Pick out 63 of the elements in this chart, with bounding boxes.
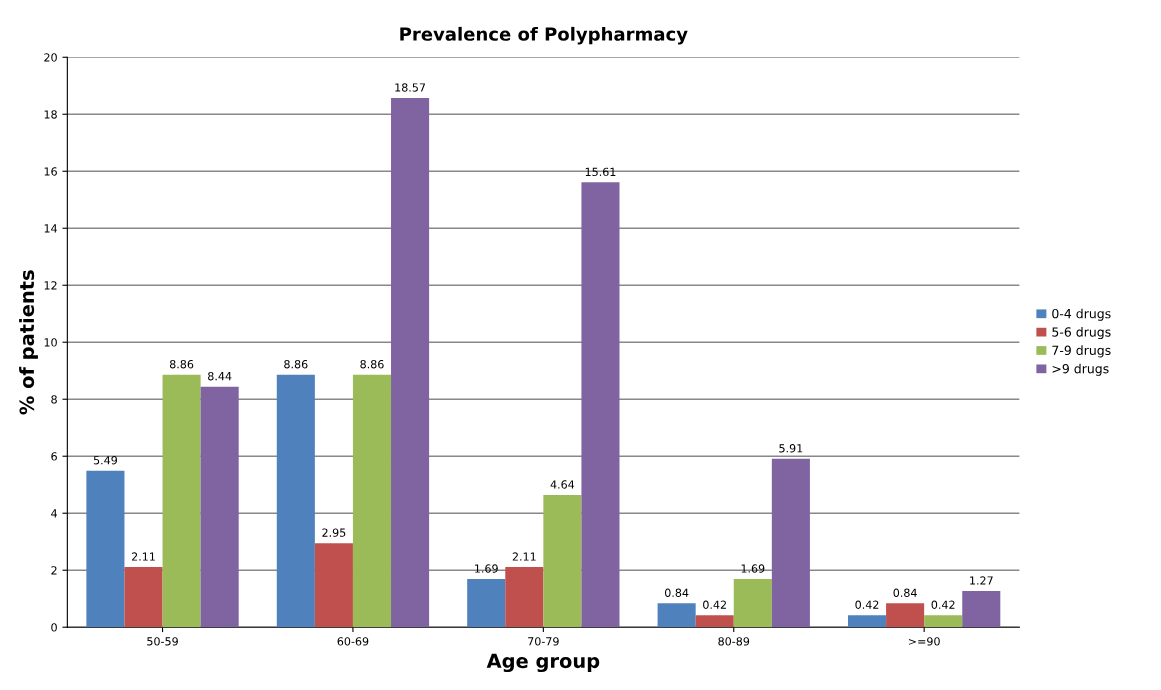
data-label: 2.11 (131, 552, 155, 561)
x-axis-title: Age group (486, 653, 600, 673)
data-label: 0.42 (855, 600, 879, 609)
x-tick-label: 60-69 (337, 637, 369, 646)
bar (505, 567, 544, 628)
bar (771, 458, 810, 628)
bar (733, 579, 772, 628)
data-label: 8.86 (360, 360, 384, 369)
y-tick-label: 20 (44, 53, 57, 62)
bar (543, 494, 582, 628)
bar (200, 386, 239, 628)
bar (962, 591, 1001, 628)
data-label: 0.84 (664, 588, 689, 597)
y-tick-label: 16 (44, 167, 57, 176)
data-label: 1.69 (741, 564, 765, 573)
bar (581, 182, 620, 628)
bar (314, 543, 353, 628)
chart-title: Prevalence of Polypharmacy (400, 26, 688, 45)
bar (352, 374, 392, 628)
y-tick-label: 4 (51, 509, 57, 518)
legend-label: >9 drugs (1052, 363, 1109, 376)
data-label: 1.27 (970, 576, 993, 585)
legend-label: 7-9 drugs (1052, 345, 1111, 358)
bar (391, 98, 430, 628)
data-label: 2.11 (512, 552, 536, 561)
x-tick-label: 80-89 (718, 637, 750, 646)
data-label: 8.44 (208, 371, 232, 381)
data-label: 2.95 (322, 528, 346, 537)
data-label: 18.57 (395, 83, 426, 92)
x-tick-label: 50-59 (147, 637, 178, 646)
y-axis-title: % of patients (19, 270, 38, 415)
data-label: 8.86 (169, 360, 194, 369)
data-label: 0.42 (931, 600, 955, 609)
y-tick-label: 0 (51, 623, 57, 632)
bar (276, 374, 315, 628)
bar (162, 374, 201, 628)
x-tick-label: 70-79 (528, 637, 559, 646)
y-tick-label: 18 (44, 110, 57, 119)
data-label: 5.91 (779, 444, 803, 453)
y-tick-label: 8 (51, 395, 57, 404)
legend-label: 0-4 drugs (1052, 308, 1111, 321)
bar (467, 579, 506, 628)
bar (657, 603, 696, 628)
bar (847, 615, 887, 628)
bar (86, 470, 125, 628)
y-tick-label: 2 (51, 566, 57, 575)
data-label: 5.49 (93, 456, 118, 465)
data-label: 8.86 (284, 360, 308, 369)
x-tick-label: >=90 (908, 637, 940, 646)
bar (695, 615, 734, 628)
bar (124, 567, 163, 628)
data-label: 0.42 (703, 600, 726, 609)
y-tick-label: 12 (44, 281, 57, 290)
y-tick-label: 10 (44, 338, 57, 347)
bar (886, 603, 925, 628)
data-label: 4.64 (550, 480, 575, 489)
data-label: 0.84 (893, 588, 917, 597)
bar (924, 615, 963, 628)
y-tick-label: 6 (51, 452, 57, 461)
data-label: 15.61 (585, 167, 616, 177)
data-label: 1.69 (475, 564, 498, 573)
legend-label: 5-6 drugs (1052, 327, 1111, 340)
y-tick-label: 14 (44, 224, 57, 233)
